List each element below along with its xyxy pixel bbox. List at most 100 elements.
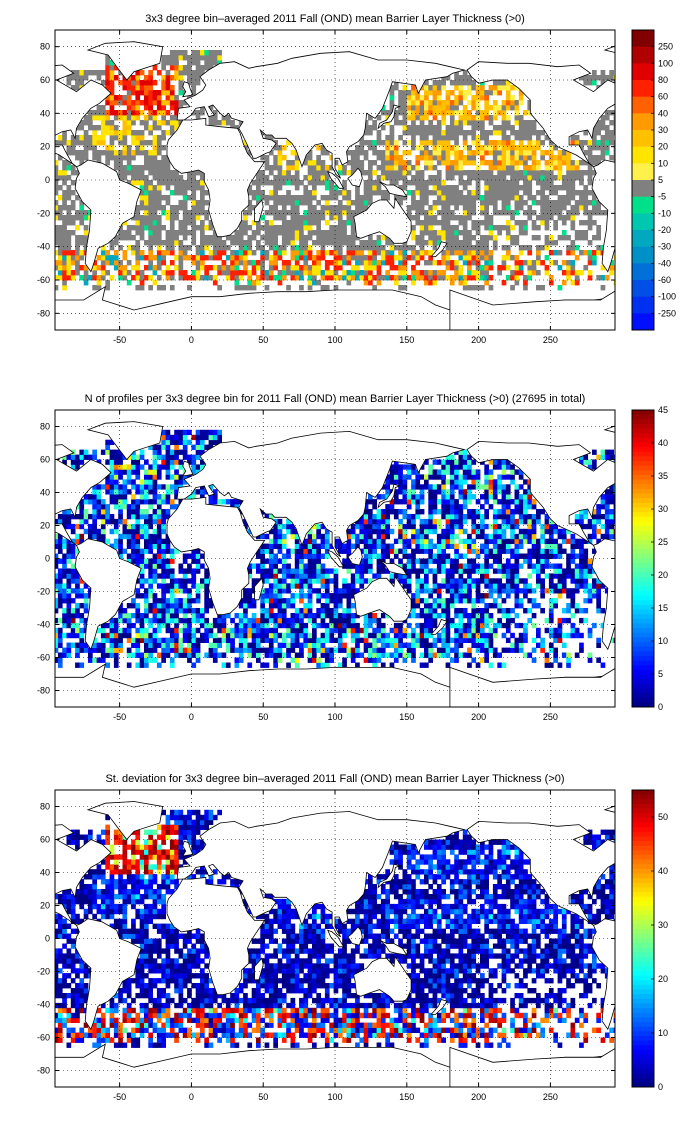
data-cell: [62, 215, 67, 221]
data-cell: [488, 90, 494, 96]
data-cell: [264, 285, 270, 291]
data-cell: [523, 185, 528, 191]
data-cell: [105, 637, 110, 643]
data-cell: [454, 125, 459, 131]
data-cell: [70, 180, 76, 186]
data-cell: [70, 150, 76, 156]
data-cell: [380, 250, 386, 256]
data-cell: [57, 578, 63, 584]
data-cell: [368, 642, 373, 648]
data-cell: [419, 652, 425, 658]
data-cell: [307, 205, 313, 211]
data-cell: [83, 275, 89, 281]
data-cell: [286, 652, 291, 658]
data-cell: [398, 632, 403, 639]
data-cell: [178, 180, 184, 186]
data-cell: [497, 80, 502, 86]
data-cell: [96, 265, 102, 271]
data-cell: [83, 145, 89, 151]
data-cell: [139, 80, 145, 86]
data-cell: [144, 200, 149, 206]
data-cell: [527, 195, 533, 201]
data-cell: [393, 155, 399, 161]
data-cell: [531, 220, 537, 226]
data-cell: [156, 613, 162, 619]
data-cell: [475, 195, 481, 201]
data-cell: [264, 608, 270, 614]
data-cell: [221, 622, 227, 629]
data-cell: [161, 120, 166, 126]
data-cell: [488, 85, 494, 91]
data-cell: [488, 190, 494, 196]
data-cell: [406, 588, 412, 594]
data-cell: [79, 662, 85, 668]
data-cell: [527, 608, 533, 614]
data-cell: [467, 155, 472, 161]
data-cell: [484, 637, 489, 643]
data-cell: [277, 652, 283, 658]
data-cell: [165, 240, 171, 246]
data-cell: [368, 235, 373, 241]
coastline: [449, 289, 615, 330]
data-cell: [126, 80, 132, 86]
data-cell: [514, 150, 520, 156]
data-cell: [436, 85, 442, 91]
data-cell: [579, 563, 584, 569]
data-cell: [480, 220, 485, 226]
data-cell: [135, 240, 141, 246]
data-cell: [592, 255, 597, 261]
data-cell: [402, 652, 408, 658]
data-cell: [200, 617, 205, 624]
data-cell: [299, 553, 304, 559]
data-cell: [596, 145, 601, 151]
data-cell: [428, 548, 433, 554]
data-cell: [281, 155, 287, 161]
data-cell: [372, 647, 377, 653]
data-cell: [294, 543, 300, 549]
data-cell: [415, 110, 421, 116]
data-cell: [527, 205, 533, 211]
data-cell: [268, 593, 274, 599]
data-cell: [432, 553, 438, 559]
data-cell: [337, 548, 343, 554]
data-cell: [221, 637, 227, 643]
data-cell: [273, 255, 278, 261]
data-cell: [131, 80, 136, 86]
data-cell: [484, 190, 489, 196]
data-cell: [152, 115, 158, 121]
data-cell: [256, 175, 261, 181]
data-cell: [441, 150, 446, 156]
data-cell: [415, 95, 421, 101]
data-cell: [402, 110, 408, 116]
data-cell: [66, 608, 72, 614]
data-cell: [475, 637, 481, 643]
data-cell: [122, 608, 128, 614]
data-cell: [475, 145, 481, 151]
data-cell: [161, 613, 166, 619]
data-cell: [187, 553, 192, 559]
data-cell: [441, 235, 446, 241]
data-cell: [484, 115, 489, 121]
data-cell: [368, 200, 373, 206]
data-cell: [389, 100, 395, 106]
data-cell: [596, 583, 601, 589]
data-cell: [527, 270, 533, 276]
data-cell: [131, 175, 136, 181]
data-cell: [497, 140, 502, 146]
data-cell: [596, 593, 601, 599]
data-cell: [488, 180, 494, 186]
data-cell: [510, 240, 515, 246]
data-cell: [161, 642, 166, 648]
data-cell: [264, 230, 270, 236]
data-cell: [96, 647, 102, 653]
data-cell: [583, 568, 589, 574]
data-cell: [415, 105, 421, 111]
data-cell: [402, 270, 408, 276]
data-cell: [523, 225, 528, 231]
data-cell: [587, 275, 593, 281]
data-cell: [368, 652, 373, 658]
data-cell: [492, 647, 498, 653]
data-cell: [299, 642, 304, 648]
data-cell: [363, 657, 369, 663]
data-cell: [191, 185, 197, 191]
